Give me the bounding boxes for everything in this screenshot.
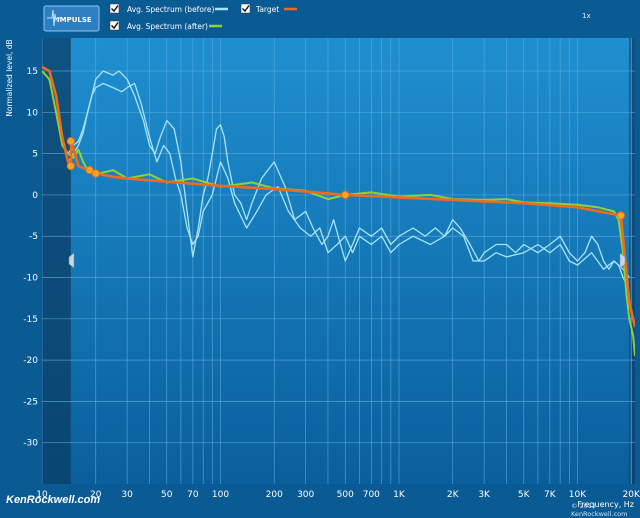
x-tick-label: 3K (478, 490, 491, 500)
watermark-logo: KenRockwell.com (6, 494, 101, 506)
x-tick-label: 2K (447, 490, 460, 500)
shaded-band-1 (629, 38, 635, 484)
plot-area (42, 38, 635, 484)
series-line-target-3 (42, 65, 635, 328)
impulse-button[interactable] (43, 5, 100, 32)
legend-label-target: Target (255, 5, 279, 14)
target-control-point[interactable] (91, 169, 100, 178)
target-control-point[interactable] (616, 211, 625, 220)
target-control-point[interactable] (85, 166, 94, 175)
legend-item-target[interactable]: Target (240, 3, 297, 14)
x-tick-label: 30 (121, 490, 133, 500)
series-line-avg-spectrum-before-1 (67, 82, 630, 278)
y-tick-label: -5 (29, 232, 38, 242)
x-tick-label: 50 (161, 490, 173, 500)
x-tick-label: 500 (337, 490, 354, 500)
target-control-point[interactable] (341, 190, 350, 200)
x-tick-label: 700 (363, 490, 380, 500)
x-tick-labels: 10 20 30 50 70 100 200 300 500 700 1K 2K 3K 5K 7K 10K 20… (36, 490, 640, 500)
legend: Avg. Spectrum (before) Target Avg. Spect… (109, 3, 297, 31)
legend-label-before: Avg. Spectrum (before) (127, 5, 214, 14)
y-tick-label: -25 (23, 397, 38, 407)
impulse-waveform-icon (47, 9, 60, 27)
check-icon (111, 5, 119, 13)
x-tick-label: 10 (36, 490, 48, 500)
y-tick-label: -10 (23, 274, 38, 284)
x-tick-label: 5K (518, 490, 531, 500)
y-tick-label: -30 (23, 439, 38, 449)
series-line-avg-spectrum-before-0 (67, 70, 630, 295)
target-control-point[interactable] (66, 137, 75, 146)
x-tick-label: 300 (297, 490, 314, 500)
y-axis-label: Normalized level, dB (5, 39, 14, 116)
impulse-button-label: IMPULSE (57, 16, 92, 24)
x-tick-label: 70 (187, 490, 199, 500)
x-tick-label: 10K (569, 490, 587, 500)
zoom-indicator[interactable]: 1x (582, 12, 591, 20)
high-band-handle[interactable] (619, 252, 626, 269)
low-band-handle[interactable] (68, 252, 75, 269)
target-checkbox[interactable] (240, 3, 251, 14)
series-line-avg-spectrum-after-2 (42, 70, 635, 357)
legend-item-before[interactable]: Avg. Spectrum (before) (109, 3, 228, 14)
y-tick-label: -20 (23, 356, 38, 366)
x-tick-label: 7K (544, 490, 557, 500)
y-tick-label: -15 (23, 315, 38, 325)
toolbar: IMPULSE 1x (43, 5, 591, 32)
before-checkbox[interactable] (109, 3, 120, 14)
x-tick-label: 20 (90, 490, 102, 500)
y-tick-label: 0 (32, 191, 38, 201)
x-tick-label: 200 (266, 490, 283, 500)
check-icon (242, 5, 250, 13)
y-tick-label: 15 (27, 67, 38, 77)
legend-label-after: Avg. Spectrum (after) (127, 22, 208, 31)
y-tick-label: 10 (27, 108, 39, 118)
x-tick-label: 100 (212, 490, 229, 500)
x-tick-label: 1K (393, 490, 406, 500)
check-icon (111, 22, 119, 30)
y-tick-label: 5 (32, 150, 38, 160)
series (42, 65, 635, 357)
after-checkbox[interactable] (109, 20, 120, 31)
copyright-notice: © 2012 KenRockwell.com (571, 502, 628, 518)
target-control-point[interactable] (66, 161, 75, 171)
y-tick-labels: 15 10 5 0 -5 -10 -15 -20 -25 -30 (23, 67, 38, 449)
x-tick-label: 20K (623, 490, 640, 500)
legend-item-after[interactable]: Avg. Spectrum (after) (109, 20, 222, 31)
x-axis-label: Frequency, Hz (577, 500, 634, 509)
